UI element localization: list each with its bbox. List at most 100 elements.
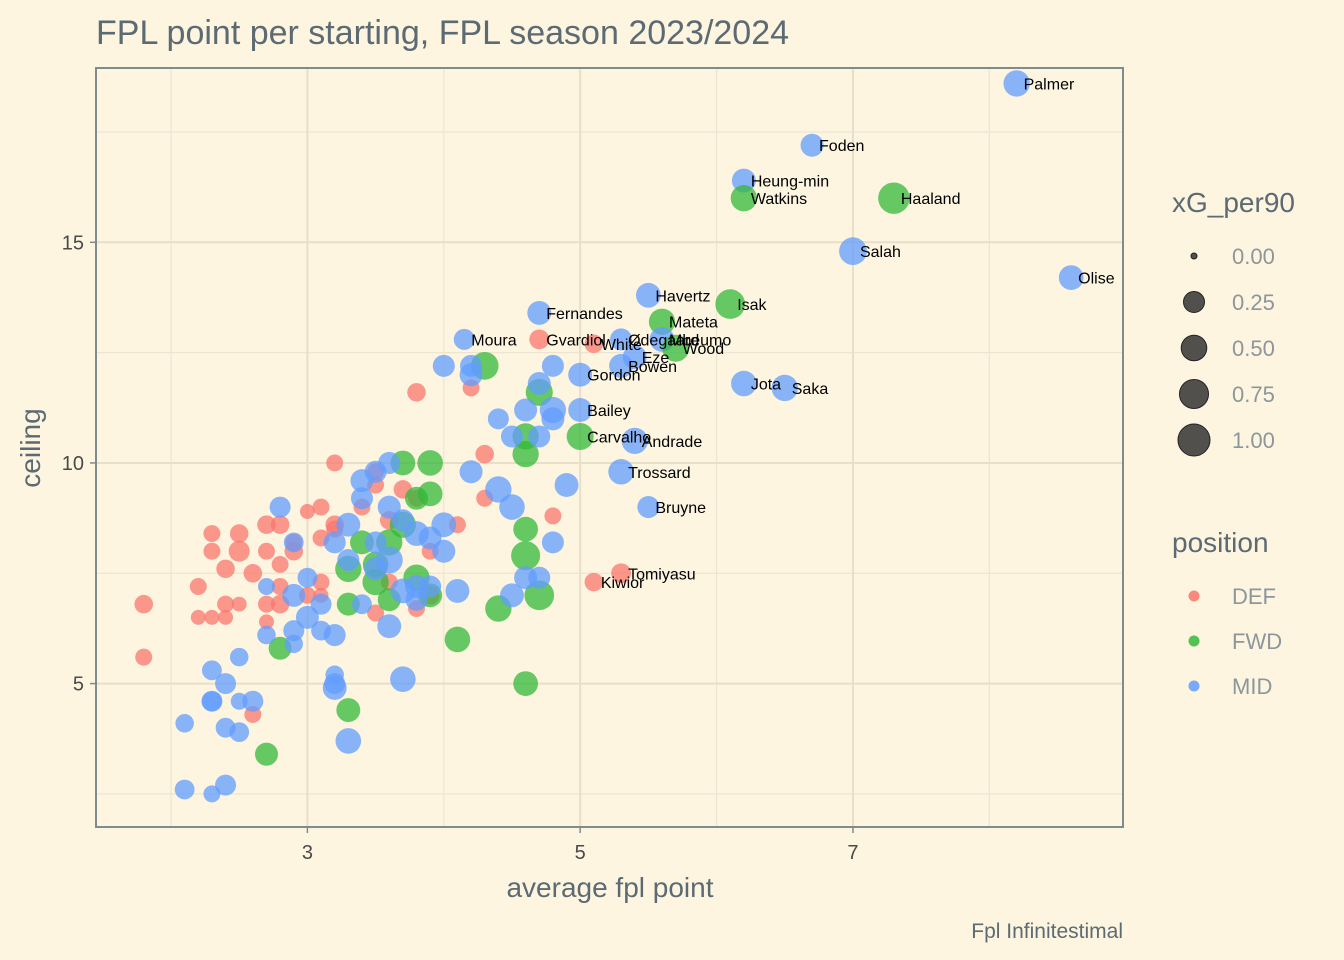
data-point-mid xyxy=(554,473,579,497)
color-legend-title: position xyxy=(1172,527,1269,558)
data-point-mid xyxy=(174,779,195,800)
point-label: Saka xyxy=(792,381,829,398)
data-point-def xyxy=(190,609,206,625)
size-legend: xG_per90 0.00 0.25 0.50 0.75 1.00 xyxy=(1172,187,1295,457)
data-point-def xyxy=(611,563,632,584)
y-tick-label: 5 xyxy=(73,674,84,696)
size-legend-label: 1.00 xyxy=(1232,428,1275,453)
point-label: Palmer xyxy=(1024,76,1075,93)
data-point-fwd xyxy=(878,182,910,214)
y-tick-label: 15 xyxy=(62,232,84,254)
data-point-def xyxy=(544,507,562,525)
point-label: Tomiyasu xyxy=(628,566,696,583)
data-point-def xyxy=(203,525,221,543)
point-label: Fernandes xyxy=(546,306,623,323)
data-point-mid xyxy=(445,578,470,603)
point-label: Olise xyxy=(1078,271,1115,288)
data-point-def xyxy=(259,614,274,630)
data-point-def xyxy=(584,572,604,592)
data-point-def xyxy=(228,540,250,562)
data-point-mid xyxy=(800,133,824,157)
data-point-fwd xyxy=(648,308,676,335)
data-point-mid xyxy=(390,666,416,692)
data-point-def xyxy=(204,609,220,625)
data-point-def xyxy=(216,559,235,579)
x-axis-title: average fpl point xyxy=(506,872,713,903)
data-point-mid xyxy=(215,673,237,695)
data-point-def xyxy=(135,648,153,666)
data-point-mid xyxy=(295,605,319,629)
x-tick-label: 5 xyxy=(575,842,586,864)
data-point-mid xyxy=(514,398,538,422)
data-point-def xyxy=(584,334,604,354)
data-point-mid xyxy=(839,237,867,265)
size-legend-title: xG_per90 xyxy=(1172,187,1295,218)
point-label: Gordon xyxy=(587,368,640,385)
data-point-def xyxy=(231,596,247,612)
data-point-mid xyxy=(459,363,483,387)
x-tick-label: 3 xyxy=(302,842,313,864)
data-point-mid xyxy=(283,620,305,642)
point-label: Haaland xyxy=(901,191,961,208)
point-label: Wood xyxy=(683,341,725,358)
data-point-mid xyxy=(500,425,524,448)
data-point-mid xyxy=(527,372,551,396)
color-legend-key-def xyxy=(1188,590,1200,602)
point-label: Watkins xyxy=(751,191,807,208)
data-point-def xyxy=(217,595,235,613)
data-point-mid xyxy=(322,676,347,700)
point-label: Eze xyxy=(642,350,670,367)
data-point-mid xyxy=(610,328,633,351)
point-label: Bruyne xyxy=(655,500,706,517)
data-point-def xyxy=(243,564,263,583)
data-point-mid xyxy=(350,487,373,510)
data-point-fwd xyxy=(566,422,594,450)
data-point-fwd xyxy=(417,450,443,476)
data-point-mid xyxy=(485,476,512,503)
data-point-mid xyxy=(201,690,223,712)
data-point-def xyxy=(203,542,221,560)
data-point-def xyxy=(189,578,207,595)
axis-ticks: 3 5 7 5 10 15 xyxy=(62,232,859,864)
data-point-fwd xyxy=(254,742,278,766)
point-label: Moura xyxy=(471,332,516,349)
size-legend-label: 0.25 xyxy=(1232,290,1275,315)
point-label: Heung-min xyxy=(751,174,829,191)
point-label: Salah xyxy=(860,244,901,261)
data-point-def xyxy=(312,498,330,516)
grid xyxy=(96,68,1123,827)
color-legend: position DEF FWD MID xyxy=(1172,527,1282,699)
point-label: Jota xyxy=(751,377,781,394)
data-point-def xyxy=(258,542,275,560)
data-point-def xyxy=(529,329,550,350)
data-point-mid xyxy=(432,539,456,563)
data-point-def xyxy=(271,555,289,573)
color-legend-label: FWD xyxy=(1232,629,1282,654)
point-label: Foden xyxy=(819,138,864,155)
data-point-mid xyxy=(336,512,361,537)
data-point-mid xyxy=(771,374,798,402)
data-point-fwd xyxy=(715,289,746,319)
data-point-def xyxy=(407,383,426,402)
data-point-mid xyxy=(459,460,483,484)
data-point-mid xyxy=(323,624,346,647)
data-point-mid xyxy=(731,370,757,397)
y-axis-title: ceiling xyxy=(15,408,46,487)
data-point-mid xyxy=(568,362,593,387)
data-point-fwd xyxy=(513,516,539,542)
point-label: Mbeumo xyxy=(669,332,731,349)
color-legend-key-fwd xyxy=(1188,635,1200,647)
size-legend-label: 0.75 xyxy=(1232,382,1275,407)
data-point-fwd xyxy=(513,671,539,696)
data-point-mid xyxy=(335,728,362,754)
point-label: Ødegaard xyxy=(628,332,699,349)
size-legend-label: 0.50 xyxy=(1232,336,1275,361)
color-legend-key-mid xyxy=(1188,680,1200,692)
data-point-mid xyxy=(527,300,552,325)
data-point-mid xyxy=(310,593,332,615)
data-point-def xyxy=(258,595,275,613)
data-point-mid xyxy=(364,531,387,554)
x-tick-label: 7 xyxy=(847,842,858,864)
point-label: Carvalho xyxy=(587,429,651,446)
data-point-mid xyxy=(608,458,634,485)
